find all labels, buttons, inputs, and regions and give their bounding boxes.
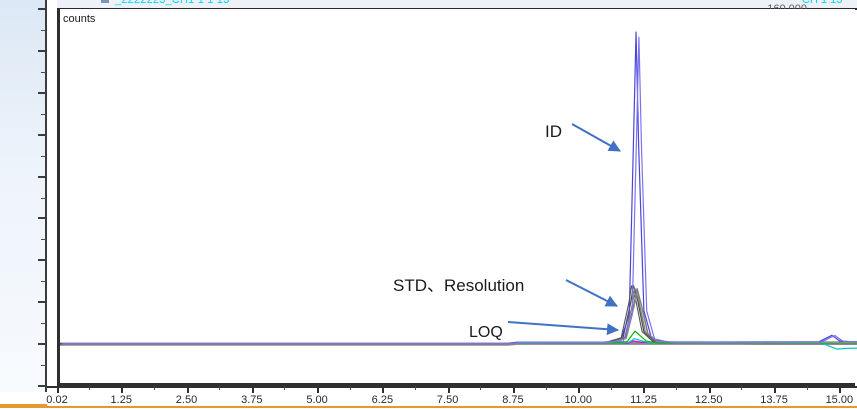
x-axis-tick <box>317 386 320 393</box>
bottom-accent-rule-left <box>0 404 47 406</box>
window-title-right: CH 1 13 <box>802 0 843 6</box>
annotation-id: ID <box>545 122 562 141</box>
x-axis-minor-tick <box>349 386 351 390</box>
y-axis-tick <box>38 49 46 52</box>
trace-std-replicate <box>61 288 857 345</box>
y-axis-tick <box>38 133 46 136</box>
x-axis-tick-label: 1.25 <box>110 394 132 406</box>
y-axis-line <box>45 0 47 392</box>
x-axis-minor-tick <box>741 386 743 390</box>
x-axis-tick <box>186 386 189 393</box>
x-axis-minor-tick <box>480 386 482 390</box>
annotation-std-resolution: STD、Resolution <box>393 276 525 295</box>
x-axis-tick <box>774 386 777 393</box>
x-axis-band <box>47 386 857 404</box>
trace-id-replicate <box>62 36 857 345</box>
y-axis-minor-tick <box>41 29 46 31</box>
y-axis-tick <box>38 91 46 94</box>
y-axis-tick <box>38 301 46 304</box>
y-axis-minor-tick <box>41 281 46 283</box>
x-axis-tick <box>447 386 450 393</box>
document-icon <box>101 0 109 3</box>
x-axis-tick-label: 2.50 <box>175 394 198 406</box>
y-axis-tick <box>38 175 46 178</box>
y-axis-minor-tick <box>41 365 46 367</box>
x-axis-minor-tick <box>89 386 91 390</box>
window-title: _2222223_CH1 1 1 13 <box>115 0 230 6</box>
x-axis-tick-label: 7.50 <box>436 394 459 406</box>
annotation-loq: LOQ <box>469 324 503 341</box>
y-axis-minor-tick <box>41 323 46 325</box>
y-axis-tick <box>38 8 46 10</box>
trace-resolution <box>60 288 857 345</box>
x-axis-tick-label: 5.00 <box>306 394 328 406</box>
x-axis-line <box>47 386 857 388</box>
x-axis-tick <box>251 386 254 393</box>
x-axis-tick-label: 3.75 <box>241 394 263 406</box>
x-axis-tick <box>643 386 646 393</box>
y-axis-minor-tick <box>41 113 46 115</box>
y-axis-gutter <box>0 0 46 392</box>
bottom-accent-rule <box>0 406 857 408</box>
x-axis-tick <box>382 386 385 393</box>
x-axis-minor-tick <box>219 386 221 390</box>
x-axis-minor-tick <box>545 386 547 390</box>
x-axis-tick <box>57 386 59 393</box>
x-axis-minor-tick <box>806 386 808 390</box>
y-axis-minor-tick <box>41 239 46 241</box>
y-axis-minor-tick <box>41 155 46 157</box>
x-axis-tick-label: 13.75 <box>760 394 788 406</box>
x-axis-tick-label: 11.25 <box>630 394 657 406</box>
x-axis-tick-label: 6.25 <box>371 394 394 406</box>
y-axis-unit-label: counts <box>63 13 96 25</box>
x-axis-tick-label: 10.00 <box>564 394 592 406</box>
x-axis-tick <box>839 386 842 393</box>
x-axis-tick <box>512 386 515 393</box>
y-axis-minor-tick <box>41 71 46 73</box>
y-axis-tick <box>38 343 46 346</box>
x-axis-tick <box>121 386 124 393</box>
x-axis-tick-label: 8.75 <box>502 394 524 406</box>
x-axis-minor-tick <box>415 386 416 390</box>
chromatogram-traces <box>60 31 857 350</box>
x-axis-minor-tick <box>153 386 155 390</box>
plot-area[interactable] <box>57 9 857 386</box>
x-axis-tick-label: 15.00 <box>825 394 854 406</box>
window-title-strip: _2222223_CH1 1 1 13 CH 1 13 <box>57 0 857 9</box>
y-axis-tick <box>38 217 46 220</box>
y-axis-minor-tick <box>41 197 46 199</box>
trace-id <box>60 31 857 345</box>
trace-std-replicate <box>63 291 857 345</box>
x-axis-minor-tick <box>676 386 678 390</box>
x-axis-tick <box>708 386 711 393</box>
x-axis-minor-tick <box>610 386 612 390</box>
x-axis-tick-label: 0.02 <box>46 394 68 406</box>
x-axis-minor-tick <box>284 386 286 390</box>
y-axis-tick <box>38 385 46 387</box>
y-axis-tick <box>38 259 46 262</box>
x-axis-tick-label: 12.50 <box>695 394 723 406</box>
x-axis-tick <box>578 386 581 393</box>
